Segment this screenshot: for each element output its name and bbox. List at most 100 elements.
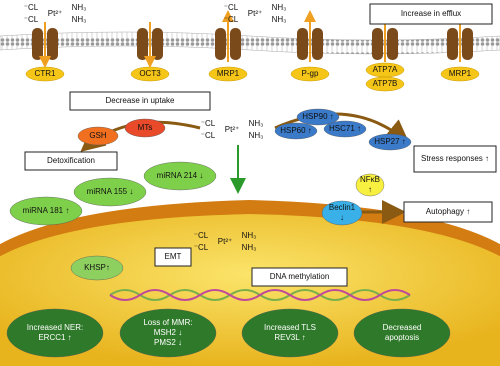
nuclear-mechanism-label: REV3L ↑ [274,333,305,342]
nuclear-mechanism [119,308,217,358]
gsh-label: GSH [89,131,107,140]
box-label: Increase in efflux [401,9,461,18]
nuclear-mechanism [241,308,339,358]
platinum: Pt²⁺ [48,9,62,18]
nuclear-mechanism-label: Increased TLS [264,323,316,332]
nfkb [355,173,385,197]
transporter [297,28,308,60]
label-box [251,267,348,287]
chloride: ⁻CL [24,15,39,24]
ammine: NH₃ [272,15,287,24]
transporter-label-bg [130,66,170,82]
transporter-label: CTR1 [35,69,56,78]
transporter-label-bg [365,76,405,92]
transporter [152,28,163,60]
label-box [24,151,118,171]
transporter-label-bg [290,66,330,82]
ammine: NH₃ [72,3,87,12]
heat-shock-protein [323,120,367,138]
chloride: ⁻CL [224,3,239,12]
ammine: NH₃ [242,231,257,240]
heat-shock-protein [296,108,340,126]
heat-shock-protein-label: HSP27 ↑ [374,137,406,146]
beclin [321,200,363,226]
mts-label: MTs [138,123,153,132]
nuclear-mechanism-label: Loss of MMR: [143,318,192,327]
transporter-label-bg [25,66,65,82]
nuclear-mechanism-label: Decreased [383,323,422,332]
transporter [47,28,58,60]
box-label: Stress responses ↑ [421,154,489,163]
arrow [274,112,410,144]
mirna-label: miRNA 155 ↓ [87,187,134,196]
chloride: ⁻CL [201,119,216,128]
transporter-label: ATP7A [373,65,398,74]
mirna [73,177,147,207]
transporter-label: P-gp [302,69,319,78]
label-box [369,3,493,25]
transporter-label: OCT3 [139,69,161,78]
box-label: EMT [165,252,182,261]
heat-shock-protein [368,133,412,151]
label-box [403,201,493,223]
nuclear-mechanism-label: ERCC1 ↑ [38,333,71,342]
chloride: ⁻CL [24,3,39,12]
khsp [70,255,124,281]
platinum: Pt²⁺ [218,237,232,246]
chloride: ⁻CL [194,231,209,240]
khsp-label: KHSP↑ [84,263,110,272]
ammine: NH₃ [249,119,264,128]
nuclear-mechanism [6,308,104,358]
box-label: Decrease in uptake [106,96,175,105]
nuclear-mechanism-label: Increased NER: [27,323,83,332]
platinum: Pt²⁺ [248,9,262,18]
nfkb-label: ↑ [368,185,372,194]
ammine: NH₃ [242,243,257,252]
platinum: Pt²⁺ [225,125,239,134]
mirna [143,161,217,191]
mirna-label: miRNA 181 ↑ [23,206,70,215]
transporter [312,28,323,60]
nuclear-mechanism-label: MSH2 ↓ [154,328,182,337]
transporter-label: ATP7B [373,79,398,88]
nfkb-label: NFκB [360,175,380,184]
nuclear-mechanism-label: PMS2 ↓ [154,338,182,347]
transporter [137,28,148,60]
transporter-label: MRP1 [449,69,472,78]
heat-shock-protein [274,122,318,140]
gsh [77,126,119,146]
transporter [447,28,458,60]
transporter [372,28,383,60]
beclin-label: ↓ [340,213,344,222]
ammine: NH₃ [72,15,87,24]
cell-membrane [0,31,500,55]
transporter [387,28,398,60]
transporter [215,28,226,60]
chloride: ⁻CL [224,15,239,24]
chloride: ⁻CL [201,131,216,140]
box-label: DNA methylation [270,272,330,281]
transporter-label: MRP1 [217,69,240,78]
beclin-label: Beclin1 [329,203,356,212]
mirna [9,196,83,226]
label-box [154,247,192,267]
label-box [413,145,497,173]
heat-shock-protein-label: HSP90 ↑ [302,112,334,121]
box-label: Detoxification [47,156,95,165]
nuclear-mechanism-label: apoptosis [385,333,419,342]
label-box [69,91,211,111]
transporter-label-bg [440,66,480,82]
heat-shock-protein-label: HSP60 ↑ [280,126,312,135]
box-label: Autophagy ↑ [426,207,470,216]
transporter-label-bg [208,66,248,82]
ammine: NH₃ [272,3,287,12]
nuclear-mechanism [353,308,451,358]
mirna-label: miRNA 214 ↓ [157,171,204,180]
mts [124,118,166,138]
heat-shock-protein-label: HSC71 ↑ [329,124,361,133]
transporter [32,28,43,60]
dna [109,289,411,301]
chloride: ⁻CL [194,243,209,252]
ammine: NH₃ [249,131,264,140]
